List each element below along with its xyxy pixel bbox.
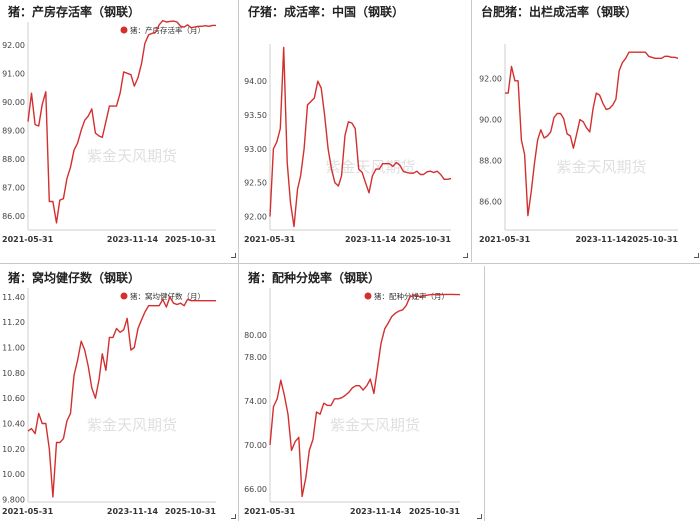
y-tick-label: 11.40 — [2, 293, 25, 302]
legend-label: 猪：产房存活率（月） — [130, 25, 205, 35]
y-tick-label: 93.00 — [244, 145, 267, 154]
legend-marker — [120, 26, 128, 34]
y-tick-label: 78.00 — [244, 353, 267, 362]
y-tick-label: 10.60 — [2, 394, 25, 403]
y-tick-label: 11.00 — [2, 344, 25, 353]
resize-handle-icon — [231, 253, 236, 258]
resize-handle-icon — [231, 514, 236, 519]
legend-label: 猪：窝均健仔数（月） — [130, 291, 205, 301]
y-tick-label: 80.00 — [244, 331, 267, 340]
x-tick-label: 2023-11-14 — [107, 235, 159, 244]
resize-handle-icon — [463, 253, 468, 258]
y-tick-label: 74.00 — [244, 397, 267, 406]
resize-handle-icon — [694, 253, 699, 258]
x-tick-label: 2023-11-14 — [345, 235, 397, 244]
y-tick-label: 10.00 — [2, 470, 25, 479]
y-tick-label: 92.00 — [2, 41, 25, 50]
resize-handle-icon — [477, 514, 482, 519]
chart-title: 仔猪：成活率：中国（钢联） — [248, 5, 405, 19]
series-line — [27, 19, 216, 224]
y-tick-label: 90.00 — [2, 98, 25, 107]
chart-title: 猪：配种分娩率（钢联） — [248, 271, 381, 285]
y-tick-label: 10.40 — [2, 419, 25, 428]
series-line — [269, 293, 460, 498]
x-tick-label: 2021-05-31 — [244, 507, 296, 516]
watermark: 紫金天风期货 — [325, 158, 415, 176]
series-line — [269, 46, 452, 228]
x-tick-label: 2025-10-31 — [165, 235, 217, 244]
chart-farrowing-rate: 66.00 70.00 74.00 78.00 80.00 2021-05-31 2023-… — [244, 288, 461, 516]
y-tick-label: 93.50 — [244, 111, 267, 120]
chart-title: 台肥猪：出栏成活率（钢联） — [481, 5, 638, 19]
chart-panel-farrowing-survival: 猪：产房存活率（钢联） 86.00 87.00 88.00 89.00 90.00 91.… — [0, 0, 237, 262]
chart-fattening-survival: 86.00 88.00 90.00 92.00 2021-05-31 2023-11-14… — [479, 44, 679, 244]
watermark: 紫金天风期货 — [556, 158, 646, 176]
x-tick-label: 2025-10-31 — [409, 507, 461, 516]
series-line — [505, 51, 679, 217]
panel-divider — [0, 263, 700, 264]
x-tick-label: 2021-05-31 — [479, 235, 531, 244]
watermark: 紫金天风期货 — [87, 147, 177, 165]
y-tick-label: 88.00 — [479, 157, 502, 166]
y-tick-label: 92.00 — [244, 212, 267, 221]
chart-panel-healthy-piglets: 猪：窝均健仔数（钢联） 9.800 10.00 10.20 10.40 10.60 10.… — [0, 266, 237, 521]
y-tick-label: 88.00 — [2, 155, 25, 164]
y-tick-label: 94.00 — [244, 77, 267, 86]
x-tick-label: 2021-05-31 — [2, 235, 54, 244]
x-tick-label: 2025-10-31 — [165, 507, 217, 516]
y-tick-label: 86.00 — [479, 197, 502, 206]
chart-piglet-survival: 92.00 92.50 93.00 93.50 94.00 2021-05-31 2023-… — [244, 44, 452, 244]
x-tick-label: 2021-05-31 — [2, 507, 54, 516]
y-tick-label: 92.00 — [479, 75, 502, 84]
chart-panel-farrowing-rate: 猪：配种分娩率（钢联） 66.00 70.00 74.00 78.00 80.00 202… — [240, 266, 483, 521]
y-tick-label: 91.00 — [2, 69, 25, 78]
y-tick-label: 9.800 — [2, 495, 25, 504]
watermark: 紫金天风期货 — [330, 416, 420, 434]
y-tick-label: 92.50 — [244, 179, 267, 188]
x-tick-label: 2023-11-14 — [107, 507, 159, 516]
x-tick-label: 2023-11-14 — [350, 507, 402, 516]
chart-title: 猪：产房存活率（钢联） — [8, 5, 141, 19]
x-tick-label: 2025-10-31 — [627, 235, 679, 244]
chart-farrowing-survival: 86.00 87.00 88.00 89.00 90.00 91.00 92.00 2021-… — [2, 19, 217, 244]
chart-title: 猪：窝均健仔数（钢联） — [8, 271, 141, 285]
y-tick-label: 10.20 — [2, 445, 25, 454]
y-tick-label: 86.00 — [2, 212, 25, 221]
x-tick-label: 2021-05-31 — [244, 235, 296, 244]
x-tick-label: 2025-10-31 — [400, 235, 452, 244]
y-tick-label: 10.80 — [2, 369, 25, 378]
y-tick-label: 89.00 — [2, 126, 25, 135]
y-tick-label: 87.00 — [2, 183, 25, 192]
y-tick-label: 66.00 — [244, 485, 267, 494]
panel-divider — [484, 266, 485, 521]
chart-panel-piglet-survival: 仔猪：成活率：中国（钢联） 92.00 92.50 93.00 93.50 94.00 2… — [240, 0, 470, 262]
y-tick-label: 11.20 — [2, 318, 25, 327]
legend-marker — [120, 292, 128, 300]
panel-divider — [471, 0, 472, 262]
legend-marker — [364, 292, 372, 300]
y-tick-label: 90.00 — [479, 116, 502, 125]
x-tick-label: 2023-11-14 — [576, 235, 628, 244]
chart-healthy-piglets: 9.800 10.00 10.20 10.40 10.60 10.80 11.00 11.20… — [2, 288, 217, 516]
watermark: 紫金天风期货 — [87, 416, 177, 434]
y-tick-label: 70.00 — [244, 441, 267, 450]
panel-divider — [238, 0, 239, 521]
series-line — [27, 296, 216, 498]
chart-panel-fattening-survival: 台肥猪：出栏成活率（钢联） 86.00 88.00 90.00 92.00 2021-0… — [473, 0, 700, 262]
